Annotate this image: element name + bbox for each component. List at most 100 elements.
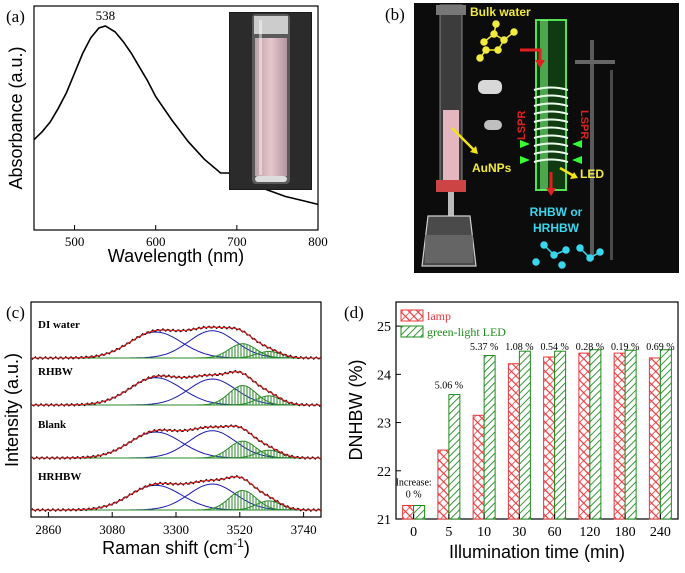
raman-series-label: DI water — [38, 319, 80, 331]
vial-photo-inset — [229, 12, 312, 190]
d-y-tick-label: 25 — [377, 320, 391, 335]
d-x-tick-label: 10 — [477, 525, 491, 540]
panel-d-label: (d) — [344, 303, 364, 322]
bar-led-60 — [554, 350, 567, 520]
panel-a-x-ticks: 500 600 700 800 — [65, 225, 328, 249]
d-y-tick-label: 24 — [377, 368, 391, 383]
legend-label-lamp: lamp — [427, 309, 451, 323]
panel-c-label: (c) — [6, 303, 25, 322]
panel-a-x-axis-label: Wavelength (nm) — [108, 246, 244, 266]
bulk-water-molecule-icon — [476, 20, 518, 62]
bar-led-30 — [518, 350, 531, 520]
panel-d-annotations: Increase:0 % 5.06 % 5.37 % 1.08 % 0.54 % 0.28… — [396, 342, 675, 500]
panel-c-y-axis-label: Intensity (a.u.) — [2, 353, 22, 467]
legend-label-led: green-light LED — [427, 325, 506, 339]
legend-swatch-lamp — [400, 309, 424, 322]
panel-d-y-ticks: 21 22 23 24 25 — [377, 320, 401, 528]
legend-swatch-led — [400, 325, 424, 338]
a-x-tick-label: 800 — [308, 234, 328, 249]
a-x-tick-label: 500 — [65, 234, 85, 249]
c-x-tick-label: 3520 — [227, 522, 253, 537]
bar-lamp-180 — [613, 352, 626, 520]
lspr-label-left: LSPR — [516, 111, 528, 140]
d-x-tick-label: 5 — [445, 525, 452, 540]
bar-lamp-5 — [437, 449, 450, 520]
panel-d-bar-chart: (d) 21 22 23 24 25 0 5 10 30 60 120 180 240 Increas… — [344, 301, 679, 562]
raman-fit-curve — [31, 425, 321, 459]
panel-a-label: (a) — [6, 7, 25, 26]
raman-spectrum-blank: Blank — [30, 419, 322, 461]
d-x-tick-label: 30 — [512, 525, 526, 540]
raman-series-label: HRHBW — [38, 471, 81, 483]
panel-c-x-axis-label: Raman shift (cm-1) — [102, 536, 250, 558]
panel-c-raman-chart: (c) DI water RHBW Blank HRHBW 2860 3080 3300 3… — [2, 301, 322, 558]
aunps-label: AuNPs — [472, 161, 512, 175]
a-x-tick-label: 600 — [146, 234, 166, 249]
product-label-line2: HRHBW — [533, 221, 580, 235]
increase-pct-10: 5.37 % — [470, 342, 498, 353]
c-x-tick-label: 3300 — [163, 522, 189, 537]
bar-lamp-240 — [648, 357, 661, 520]
bar-lamp-10 — [472, 414, 485, 520]
increase-pct-30: 1.08 % — [505, 342, 533, 353]
panel-d-x-axis-label: Illumination time (min) — [449, 542, 625, 562]
bulk-water-label: Bulk water — [470, 5, 531, 19]
panel-d-y-axis-label: DNHBW (%) — [346, 360, 366, 461]
d-y-tick-label: 22 — [377, 465, 391, 480]
increase-pct-5: 5.06 % — [435, 381, 463, 392]
d-y-tick-label: 23 — [377, 417, 391, 432]
c-x-tick-label: 2860 — [35, 522, 61, 537]
panel-d-legend: lamp green-light LED — [400, 309, 506, 339]
raman-series-label: RHBW — [38, 366, 73, 378]
increase-pct-180: 0.19 % — [611, 342, 639, 353]
raman-spectrum-rhbw: RHBW — [30, 366, 322, 407]
bar-lamp-30 — [507, 363, 520, 520]
panel-c-x-ticks: 2860 3080 3300 3520 3740 — [35, 512, 317, 537]
panel-c-frame — [30, 301, 322, 518]
panel-d-x-ticks: 0 5 10 30 60 120 180 240 — [410, 514, 671, 540]
panel-b-setup-photo: (b) — [385, 3, 679, 273]
raman-fit-curve — [31, 371, 321, 406]
increase-pct-240: 0.69 % — [646, 342, 674, 353]
product-label-line1: RHBW or — [530, 205, 583, 219]
d-x-tick-label: 120 — [579, 525, 600, 540]
d-x-tick-label: 180 — [615, 525, 636, 540]
d-x-tick-label: 60 — [548, 525, 562, 540]
c-x-tick-label: 3740 — [291, 522, 317, 537]
panel-b-label: (b) — [385, 5, 405, 24]
increase-pct-60: 0.54 % — [540, 342, 568, 353]
bar-lamp-60 — [543, 356, 556, 520]
increase-label: Increase: — [396, 477, 432, 488]
bar-lamp-120 — [578, 352, 591, 520]
d-x-tick-label: 240 — [650, 525, 671, 540]
panel-a-frame — [33, 5, 319, 231]
d-y-tick-label: 21 — [377, 513, 391, 528]
increase-pct-120: 0.28 % — [576, 342, 604, 353]
a-x-tick-label: 700 — [227, 234, 247, 249]
raman-spectrum-hrhbw: HRHBW — [30, 471, 322, 512]
bar-led-180 — [624, 349, 637, 520]
panel-a-absorbance-chart: (a) 500 600 700 800 538 Wavelength (nm) Abs… — [6, 5, 328, 266]
peak-label: 538 — [96, 8, 116, 23]
led-label: LED — [580, 167, 604, 181]
raman-fit-curve — [31, 476, 321, 511]
bar-led-10 — [483, 355, 496, 520]
panel-d-bars — [402, 349, 672, 520]
raman-spectra-group: DI water RHBW Blank HRHBW — [30, 319, 322, 512]
bar-lamp-0 — [402, 504, 415, 520]
raman-component-peak — [31, 449, 321, 459]
increase-pct-0: 0 % — [406, 489, 422, 500]
bar-led-240 — [659, 349, 672, 520]
panel-d-frame — [395, 301, 679, 520]
raman-spectrum-di-water: DI water — [30, 319, 322, 360]
panel-a-y-axis-label: Absorbance (a.u.) — [6, 46, 26, 189]
d-x-tick-label: 0 — [410, 525, 417, 540]
bar-led-120 — [589, 349, 602, 520]
raman-series-label: Blank — [38, 419, 67, 431]
raman-fit-curve — [31, 326, 321, 359]
small-cluster-molecule-icon — [532, 241, 604, 269]
bar-led-0 — [413, 504, 426, 520]
c-x-tick-label: 3080 — [99, 522, 125, 537]
lspr-label-right: LSPR — [578, 110, 590, 139]
